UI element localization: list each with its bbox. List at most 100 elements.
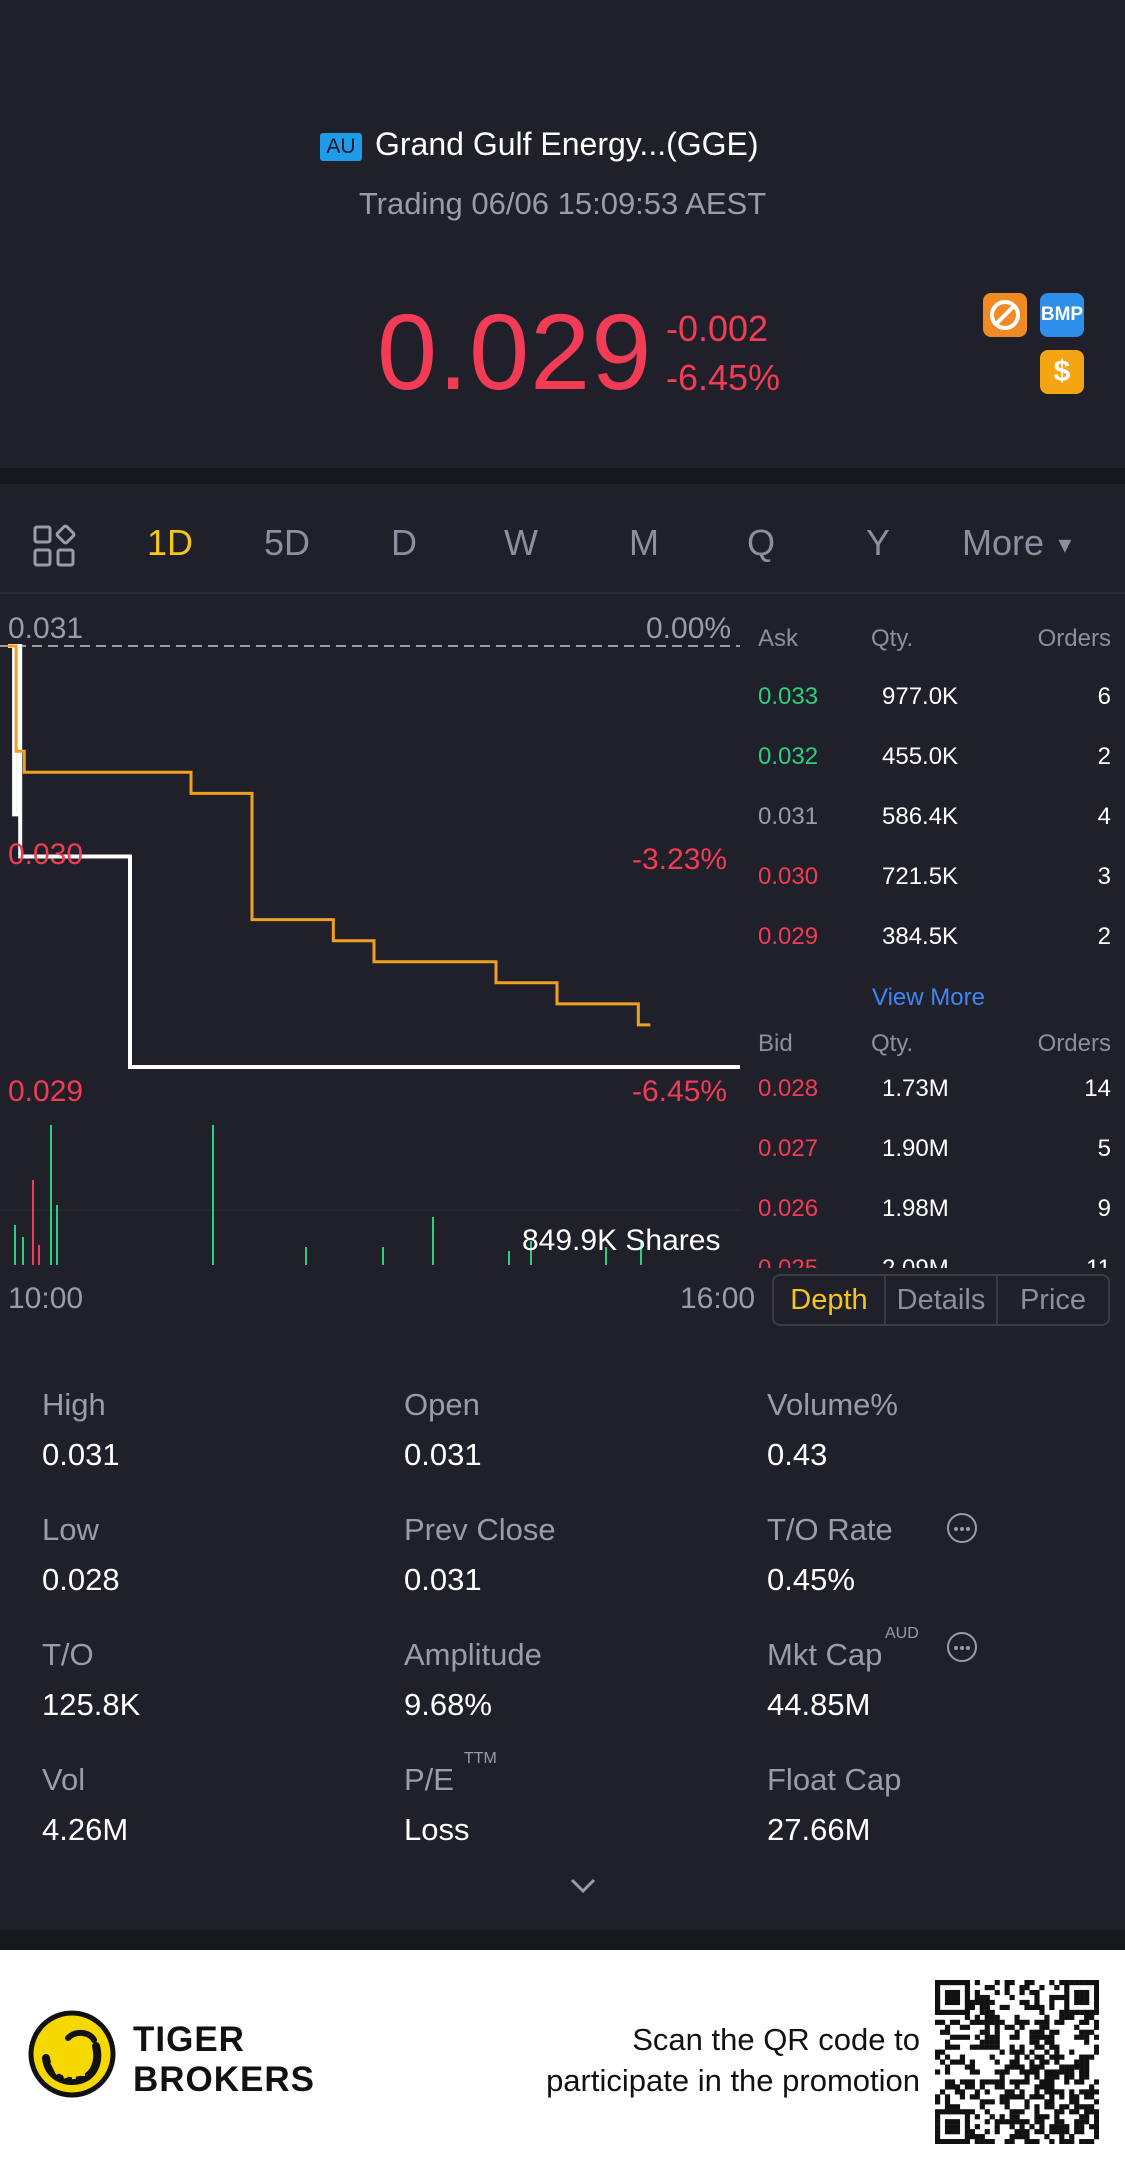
book-orders: 2 <box>1097 743 1111 770</box>
stat-label: Low <box>42 1512 99 1547</box>
volume-bar <box>38 1245 40 1265</box>
panel-tabs: Depth Details Price <box>772 1274 1110 1326</box>
volume-bar <box>50 1125 52 1265</box>
stat-label: T/O Rate <box>767 1512 893 1547</box>
volume-bar <box>432 1217 434 1265</box>
x-label-start: 10:00 <box>8 1282 84 1315</box>
y-pct-top: 0.00% <box>646 612 732 645</box>
stat-value: 125.8K <box>42 1687 141 1722</box>
book-qty: 586.4K <box>882 803 959 830</box>
price-change-pct: -6.45% <box>666 357 781 398</box>
volume-bar <box>508 1251 510 1265</box>
tab-w[interactable]: W <box>504 522 538 563</box>
qr-code[interactable] <box>935 1980 1100 2149</box>
tab-price[interactable]: Price <box>1019 1284 1087 1316</box>
qty-header: Qty. <box>871 625 914 652</box>
x-label-end: 16:00 <box>680 1282 756 1315</box>
divider <box>0 592 1125 594</box>
stat-value: 0.031 <box>404 1437 482 1472</box>
stat-label: High <box>42 1387 106 1422</box>
qty-header: Qty. <box>871 1030 914 1057</box>
book-price: 0.029 <box>758 923 819 950</box>
volume-bar <box>14 1225 16 1265</box>
bmp-badge-icon[interactable]: BMP <box>1040 293 1084 337</box>
volume-bar <box>305 1247 307 1265</box>
y-pct-bot: -6.45% <box>632 1075 728 1108</box>
stat-value: 27.66M <box>767 1812 871 1847</box>
book-qty: 384.5K <box>882 923 959 950</box>
average-line <box>8 644 651 1027</box>
stat-label: Amplitude <box>404 1637 542 1672</box>
tab-m[interactable]: M <box>629 522 659 563</box>
stat-value: Loss <box>404 1812 470 1847</box>
tab-5d[interactable]: 5D <box>264 522 311 563</box>
stat-label: T/O <box>42 1637 94 1672</box>
book-orders: 11 <box>1086 1255 1111 1268</box>
mkt-cap-info-icon[interactable] <box>947 1632 977 1662</box>
tab-q[interactable]: Q <box>747 522 776 563</box>
book-orders: 3 <box>1097 863 1111 890</box>
orders-header: Orders <box>1037 625 1111 652</box>
tab-depth[interactable]: Depth <box>774 1276 886 1324</box>
tab-details[interactable]: Details <box>886 1276 998 1324</box>
stat-value: 0.031 <box>42 1437 120 1472</box>
price-change: -0.002 <box>666 308 769 349</box>
volume-bar <box>32 1180 34 1265</box>
book-orders: 6 <box>1097 683 1111 710</box>
orders-header: Orders <box>1037 1030 1111 1057</box>
book-qty: 1.73M <box>882 1075 949 1102</box>
brand-name-line2: BROKERS <box>133 2060 316 2099</box>
stat-value: 0.43 <box>767 1437 828 1472</box>
volume-bar <box>382 1247 384 1265</box>
divider <box>0 468 1125 484</box>
volume-bar <box>640 1243 642 1265</box>
no-short-icon[interactable] <box>983 293 1027 337</box>
book-qty: 1.98M <box>882 1195 949 1222</box>
bid-list[interactable]: 0.028 1.73M 14 0.027 1.90M 5 0.026 1.98M 9 0.025 2… <box>750 1060 1125 1268</box>
intraday-chart-svg <box>0 644 740 1265</box>
quote-header: AU Grand Gulf Energy...(GGE) Trading 06/… <box>0 0 1125 470</box>
brand-name-line1: TIGER <box>133 2020 245 2059</box>
tab-y[interactable]: Y <box>866 522 891 563</box>
stat-label: Float Cap <box>767 1762 902 1797</box>
book-orders: 5 <box>1097 1135 1111 1162</box>
dividend-icon[interactable]: $ <box>1040 350 1084 394</box>
last-price: 0.029 <box>377 291 653 412</box>
trading-status: Trading 06/06 15:09:53 AEST <box>358 186 767 221</box>
stat-label: Volume% <box>767 1387 898 1422</box>
volume-bar <box>530 1241 532 1265</box>
tab-more[interactable]: More ▼ <box>962 522 1076 563</box>
y-label-mid: 0.030 <box>8 838 84 871</box>
book-qty: 455.0K <box>882 743 959 770</box>
stat-superscript: AUD <box>885 1625 919 1642</box>
book-price: 0.030 <box>758 863 819 890</box>
book-orders: 4 <box>1097 803 1111 830</box>
y-pct-mid: -3.23% <box>632 843 728 876</box>
tab-d[interactable]: D <box>391 522 417 563</box>
stat-value: 44.85M <box>767 1687 871 1722</box>
stat-superscript: TTM <box>464 1750 497 1767</box>
stat-value: 0.028 <box>42 1562 120 1597</box>
ask-header: Ask <box>758 625 799 652</box>
tab-1d[interactable]: 1D <box>147 522 194 563</box>
book-price: 0.027 <box>758 1135 819 1162</box>
divider <box>0 1930 1125 1950</box>
volume-label: 849.9K Shares <box>522 1224 721 1257</box>
to-rate-info-icon[interactable] <box>947 1513 977 1543</box>
book-price: 0.033 <box>758 683 819 710</box>
stat-value: 0.031 <box>404 1562 482 1597</box>
layout-grid-icon[interactable] <box>32 524 76 573</box>
book-orders: 2 <box>1097 923 1111 950</box>
y-label-top: 0.031 <box>8 612 84 645</box>
expand-chevron-icon[interactable] <box>568 1876 598 1901</box>
stat-value: 9.68% <box>404 1687 492 1722</box>
promo-text-line1: Scan the QR code to <box>632 2022 920 2057</box>
promo-text-line2: participate in the promotion <box>546 2063 920 2098</box>
book-qty: 721.5K <box>882 863 959 890</box>
stat-label: P/E <box>404 1762 454 1797</box>
intraday-chart[interactable]: 0.031 0.00% 0.030 -3.23% 0.029 -6.45% 84… <box>0 600 750 1270</box>
stock-title[interactable]: Grand Gulf Energy...(GGE) <box>375 126 759 162</box>
view-more-link[interactable]: View More <box>872 984 985 1011</box>
stat-label: Mkt Cap <box>767 1637 883 1672</box>
stat-label: Vol <box>42 1762 86 1797</box>
